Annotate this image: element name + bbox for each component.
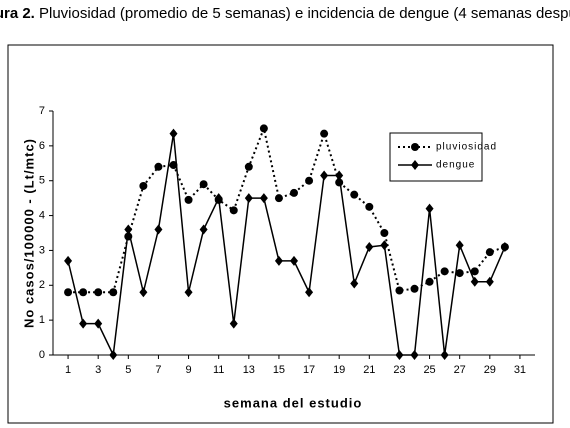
point [79, 318, 88, 329]
point [350, 278, 359, 289]
point [440, 267, 449, 276]
x-tick-label: 5 [125, 364, 131, 376]
point [229, 318, 238, 329]
frame [7, 44, 554, 424]
x-tick-label: 13 [243, 364, 255, 376]
point [64, 288, 73, 297]
x-tick-label: 3 [95, 364, 101, 376]
x-tick-label: 23 [393, 364, 405, 376]
point [214, 193, 223, 204]
point [139, 287, 148, 298]
point [154, 162, 163, 171]
point [485, 276, 494, 287]
x-tick-label: 17 [303, 364, 315, 376]
point [350, 190, 359, 199]
point [139, 181, 148, 190]
x-tick-label: 27 [454, 364, 466, 376]
chart-title: Figura 2. Pluviosidad (promedio de 5 sem… [0, 5, 570, 22]
x-tick-label: 9 [186, 364, 192, 376]
y-tick-label: 2 [39, 279, 45, 291]
point [259, 124, 268, 133]
point [244, 193, 253, 204]
point [94, 318, 103, 329]
point [455, 269, 464, 278]
y-tick-label: 7 [39, 105, 45, 117]
point [485, 248, 494, 257]
point [169, 128, 178, 139]
point [411, 160, 419, 170]
y-tick-label: 0 [39, 349, 45, 361]
point [274, 255, 283, 266]
point [425, 277, 434, 286]
y-tick-label: 6 [39, 140, 45, 152]
point [440, 350, 449, 360]
point [169, 161, 178, 170]
point [199, 224, 208, 235]
point [109, 288, 118, 297]
x-tick-label: 29 [484, 364, 496, 376]
point [380, 229, 389, 237]
x-tick-label: 11 [213, 364, 224, 376]
legend-label: pluviosidad [436, 142, 497, 153]
point [380, 240, 389, 251]
point [94, 288, 103, 297]
point [109, 350, 118, 360]
point [470, 276, 479, 287]
point [64, 255, 73, 266]
point [410, 284, 419, 293]
point [79, 288, 88, 297]
y-axis-title: No casos/100000 - (Lt/mtc) [21, 138, 36, 328]
legend-box [389, 132, 483, 182]
legend-label: dengue [436, 160, 475, 171]
point [470, 267, 479, 276]
point [320, 170, 329, 181]
point [410, 350, 419, 360]
point [229, 206, 238, 215]
x-axis-title: semana del estudio [224, 395, 363, 410]
point [365, 202, 374, 211]
point [244, 162, 253, 171]
point [259, 193, 268, 204]
point [305, 287, 314, 298]
x-tick-label: 21 [363, 364, 375, 376]
point [290, 188, 298, 197]
point [500, 241, 509, 252]
y-tick-label: 4 [39, 209, 45, 221]
series-line [67, 133, 506, 358]
point [184, 195, 193, 204]
point [395, 286, 404, 295]
point [290, 255, 298, 266]
point [154, 224, 163, 235]
x-tick-label: 1 [65, 364, 71, 376]
y-tick-label: 3 [39, 244, 45, 256]
x-tick-label: 31 [514, 364, 526, 376]
point [274, 194, 283, 203]
figure-label: Figura 2. [0, 5, 35, 22]
point [184, 287, 193, 298]
point [199, 180, 208, 189]
point [455, 240, 464, 251]
point [395, 350, 404, 360]
x-tick-label: 7 [155, 364, 161, 376]
y-tick-label: 5 [39, 175, 45, 187]
x-tick-label: 25 [423, 364, 435, 376]
point [124, 224, 133, 235]
point [365, 241, 374, 252]
title-text: Pluviosidad (promedio de 5 semanas) e in… [39, 5, 570, 22]
y-tick-label: 1 [39, 314, 45, 326]
x-tick-label: 15 [273, 364, 285, 376]
series-line [68, 124, 506, 294]
point [425, 203, 434, 214]
point [305, 176, 314, 185]
point [320, 129, 329, 138]
x-tick-label: 19 [333, 364, 345, 376]
point [411, 143, 419, 151]
point [335, 170, 344, 181]
